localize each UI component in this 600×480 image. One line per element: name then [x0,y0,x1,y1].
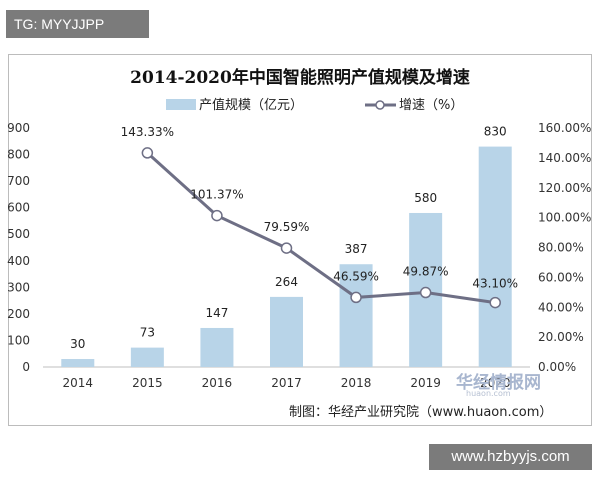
x-tick-label: 2018 [341,376,372,390]
growth-value-label: 43.10% [472,277,518,291]
chart-title: 2014-2020年中国智能照明产值规模及增速 [130,67,470,88]
growth-point [350,291,362,304]
header-tag: TG: MYYJJPP [6,10,149,38]
watermark-logo-url: huaon.com [466,389,511,398]
growth-point [141,147,154,159]
x-tick-label: 2016 [202,376,233,390]
legend-bar-label: 产值规模（亿元） [199,97,303,113]
y-left-tick-label: 400 [7,254,30,268]
growth-value-label: 46.59% [333,269,379,283]
growth-point [280,242,293,254]
watermark-logo: 华经情报网 [456,373,541,393]
bars-layer [61,146,512,367]
y-left-tick-label: 500 [7,227,30,241]
x-tick-label: 2020 [480,376,511,390]
legend-line-marker [375,100,385,110]
labels-layer: 30 73 147 264 387 580 830 143.33% 101.37% 79.59% 4… [70,125,518,351]
bar-value-label: 580 [414,191,437,205]
y-left-tick-label: 900 [7,121,30,135]
y-right-tick-label: 120.00% [538,181,591,195]
line-layer [141,147,501,309]
legend-line-label: 增速（%） [399,98,463,113]
growth-point [419,286,432,299]
growth-point [489,296,501,309]
x-tick-label: 2014 [63,376,94,390]
bar-value-label: 830 [484,125,507,139]
growth-value-label: 143.33% [121,125,174,139]
y-left-tick-label: 0 [22,360,30,374]
bar-value-label: 387 [345,242,368,256]
y-left-tick-label: 200 [7,307,30,321]
y-right-tick-label: 140.00% [538,151,591,165]
bar [270,296,303,367]
legend-bar-swatch [166,99,196,110]
growth-line [146,151,496,305]
bar [130,347,164,367]
y-left-tick-label: 700 [7,174,30,188]
bar [478,146,512,367]
y-left-tick-label: 600 [7,201,30,215]
growth-value-label: 101.37% [190,188,243,202]
legend-layer: 产值规模（亿元） 增速（%） [166,97,463,113]
x-tick-label: 2017 [271,376,302,390]
y-right-tick-label: 100.00% [538,211,591,225]
x-tick-label: 2015 [132,376,163,390]
bar-value-label: 264 [275,275,298,289]
bar [339,264,373,367]
bar [200,327,234,367]
bar-value-label: 147 [205,306,228,320]
y-right-tick-label: 60.00% [538,270,584,284]
y-left-tick-label: 800 [7,148,30,162]
y-left-tick-label: 100 [7,333,30,347]
y-right-tick-label: 0.00% [538,360,576,374]
growth-point [211,209,223,222]
bar [61,359,95,367]
axes-layer: 0 100 200 300 400 500 600 700 800 900 0.00% 20.00% 4… [7,121,591,390]
bar-value-label: 73 [140,326,155,340]
y-right-tick-label: 20.00% [538,330,584,344]
y-left-tick-label: 300 [7,280,30,294]
bottom-banner: www.hzbyyjs.com [429,444,592,470]
y-right-tick-label: 80.00% [538,241,584,255]
growth-value-label: 79.59% [264,220,310,234]
bar-value-label: 30 [70,337,85,351]
y-right-tick-label: 160.00% [538,121,591,135]
x-tick-label: 2019 [410,376,441,390]
source-note: 制图：华经产业研究院（www.huaon.com） [289,405,553,420]
y-right-tick-label: 40.00% [538,300,584,314]
growth-value-label: 49.87% [403,265,449,279]
